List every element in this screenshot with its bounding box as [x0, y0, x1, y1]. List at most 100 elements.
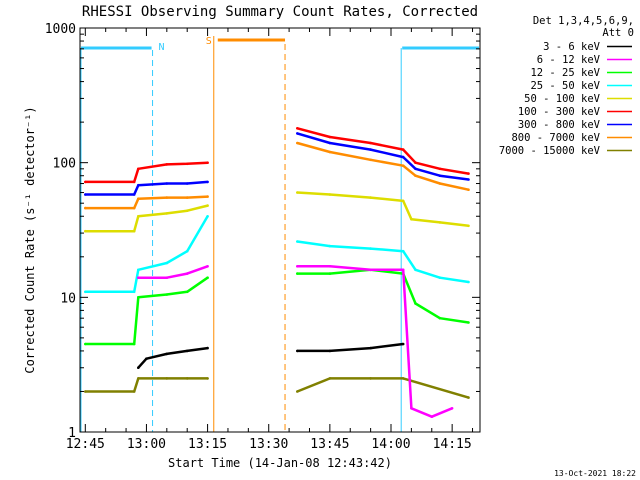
series-point-7-2-s1	[369, 158, 372, 162]
series-point-8-0-s1	[296, 390, 299, 393]
series-point-8-3-s0	[165, 377, 169, 380]
series-point-6-5-s0	[206, 180, 209, 184]
x-tick-label-4: 13:45	[310, 437, 349, 452]
legend-label-8: 7000 - 15000 keV	[499, 145, 601, 157]
y-tick-label-0: 1	[68, 426, 76, 441]
night-label-0: N	[159, 42, 165, 53]
series-line-4-segment-0	[85, 204, 208, 233]
series-point-6-6-s1	[467, 178, 470, 181]
series-point-1-3-s0	[206, 265, 209, 268]
legend-label-5: 100 - 300 keV	[518, 106, 601, 118]
series-point-6-4-s0	[185, 182, 189, 185]
legend-header-line-0: Det 1,3,4,5,6,9,	[533, 15, 634, 27]
legend-label-0: 3 - 6 keV	[543, 41, 601, 53]
y-tick-label-2: 100	[53, 157, 76, 172]
series-line-1-segment-0	[138, 265, 209, 279]
series-point-7-4-s1	[414, 174, 417, 177]
series-point-7-1-s0	[132, 206, 136, 210]
series-point-3-0-s0	[84, 290, 87, 294]
series-point-8-4-s1	[467, 396, 470, 399]
series-point-5-1-s1	[328, 135, 332, 139]
series-point-8-2-s0	[137, 377, 140, 380]
series-point-1-3-s1	[401, 268, 405, 272]
series-point-4-4-s0	[185, 209, 189, 212]
series-point-7-5-s1	[438, 182, 442, 185]
series-point-0-0-s0	[137, 366, 140, 370]
series-point-4-1-s0	[132, 229, 136, 233]
series-point-7-5-s0	[206, 195, 209, 198]
footer-timestamp: 13-Oct-2021 18:22	[554, 469, 636, 478]
series-point-1-2-s1	[369, 268, 372, 272]
series-point-4-1-s1	[328, 193, 332, 196]
series-point-3-6-s1	[467, 280, 470, 284]
series-point-7-0-s0	[84, 206, 87, 210]
series-point-5-4-s1	[414, 161, 417, 164]
series-point-5-0-s0	[84, 180, 87, 184]
series-point-5-5-s1	[438, 167, 442, 171]
series-point-0-4-s0	[206, 346, 209, 350]
series-point-4-0-s1	[296, 191, 299, 194]
series-point-4-3-s0	[165, 212, 169, 215]
series-line-6-segment-0	[85, 180, 208, 196]
series-point-6-2-s1	[369, 148, 372, 151]
series-point-3-1-s0	[132, 290, 136, 294]
y-tick-label-1: 10	[60, 291, 76, 306]
x-tick-label-2: 13:15	[188, 437, 227, 452]
x-tick-label-0: 12:45	[66, 437, 105, 452]
series-point-3-2-s0	[137, 268, 140, 272]
series-line-8-segment-0	[85, 377, 208, 393]
series-point-6-3-s0	[165, 182, 169, 185]
series-point-3-2-s1	[369, 247, 372, 250]
series-point-2-0-s1	[296, 272, 299, 275]
series-point-6-1-s1	[328, 141, 332, 145]
series-point-5-2-s1	[369, 141, 372, 145]
plot-area: NS	[80, 36, 481, 432]
series-point-4-2-s1	[369, 196, 372, 199]
series-point-1-2-s0	[185, 272, 189, 275]
series-point-3-1-s1	[328, 244, 332, 248]
series-point-1-4-s1	[410, 407, 413, 410]
series-point-6-2-s0	[137, 183, 140, 187]
series-point-0-1-s1	[328, 349, 332, 353]
series-point-3-5-s1	[438, 276, 442, 280]
series-line-5-segment-0	[85, 161, 208, 184]
series-point-7-3-s0	[165, 196, 169, 199]
x-tick-label-5: 14:00	[371, 437, 410, 452]
legend-header-line-1: Att 0	[602, 27, 634, 39]
series-point-5-5-s0	[206, 161, 209, 164]
series-line-2-segment-0	[85, 276, 209, 346]
series-point-4-3-s1	[401, 199, 405, 203]
series-point-2-2-s0	[137, 296, 140, 299]
x-tick-label-1: 13:00	[127, 437, 166, 452]
axes: 1 10 100 1000 12:45 13:00 13:15 13:30 13:45 14:00…	[45, 22, 481, 452]
y-tick-label-3: 1000	[45, 22, 76, 37]
series-point-2-3-s0	[165, 293, 169, 296]
series-point-4-4-s1	[410, 218, 413, 221]
series-point-2-4-s0	[185, 290, 189, 294]
legend-label-7: 800 - 7000 keV	[511, 132, 600, 144]
legend-label-3: 25 - 50 keV	[530, 80, 600, 92]
x-axis-label: Start Time (14-Jan-08 12:43:42)	[168, 456, 392, 470]
plot-frame	[79, 27, 481, 433]
legend-label-2: 12 - 25 keV	[530, 67, 600, 79]
series-line-7-segment-0	[85, 195, 208, 210]
series-point-1-0-s1	[296, 265, 299, 268]
x-tick-label-3: 13:30	[249, 437, 288, 452]
legend-label-4: 50 - 100 keV	[524, 93, 601, 105]
series-point-8-2-s1	[369, 377, 372, 380]
series-point-2-5-s1	[438, 316, 442, 320]
series-point-5-3-s1	[401, 148, 405, 151]
series-point-0-0-s1	[296, 349, 299, 353]
series-point-3-4-s1	[414, 268, 417, 272]
series-point-3-4-s0	[185, 249, 189, 253]
series-point-2-0-s0	[84, 342, 87, 346]
series-point-2-1-s1	[328, 272, 332, 275]
legend-label-6: 300 - 800 keV	[518, 119, 601, 131]
series-point-6-1-s0	[132, 193, 136, 196]
series-point-8-3-s1	[401, 377, 405, 380]
series-point-1-1-s1	[328, 265, 332, 268]
series-point-1-6-s1	[450, 407, 454, 410]
